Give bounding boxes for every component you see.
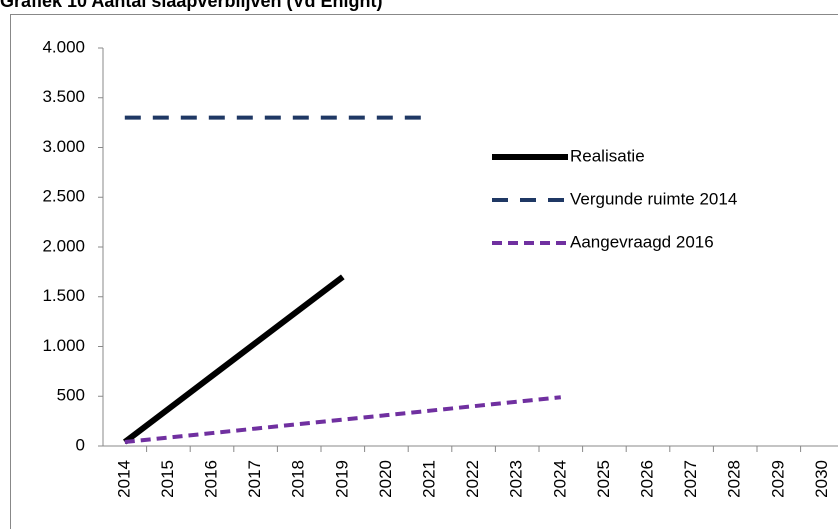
x-tick-label: 2023 (507, 460, 526, 498)
x-tick-label: 2018 (289, 460, 308, 498)
y-tick-label: 3.000 (42, 137, 85, 156)
y-tick-label: 500 (57, 386, 85, 405)
x-tick-label: 2015 (158, 460, 177, 498)
x-tick-label: 2017 (245, 460, 264, 498)
x-tick-label: 2027 (681, 460, 700, 498)
y-tick-label: 2.500 (42, 187, 85, 206)
y-tick-label: 0 (76, 435, 85, 454)
series-line (124, 395, 562, 445)
chart-border (10, 14, 838, 529)
chart-title: Grafiek 10 Aantal slaapverblijven (Vd En… (0, 0, 382, 11)
x-tick-label: 2016 (201, 460, 220, 498)
x-tick-label: 2029 (768, 460, 787, 498)
x-tick-label: 2022 (463, 460, 482, 498)
x-tick-label: 2014 (114, 460, 133, 498)
y-tick-label: 2.000 (42, 236, 85, 255)
series-line (122, 274, 345, 445)
x-tick-label: 2028 (725, 460, 744, 498)
legend-label: Aangevraagd 2016 (570, 232, 714, 251)
x-tick-label: 2019 (332, 460, 351, 498)
y-tick-label: 3.500 (42, 87, 85, 106)
y-tick-label: 4.000 (42, 37, 85, 56)
x-tick-label: 2020 (376, 460, 395, 498)
legend-label: Realisatie (570, 146, 645, 165)
x-tick-label: 2030 (812, 460, 831, 498)
x-tick-label: 2026 (637, 460, 656, 498)
y-tick-label: 1.000 (42, 336, 85, 355)
y-tick-label: 1.500 (42, 286, 85, 305)
x-tick-label: 2025 (594, 460, 613, 498)
x-tick-label: 2021 (419, 460, 438, 498)
x-tick-label: 2024 (550, 460, 569, 498)
legend-label: Vergunde ruimte 2014 (570, 189, 737, 208)
